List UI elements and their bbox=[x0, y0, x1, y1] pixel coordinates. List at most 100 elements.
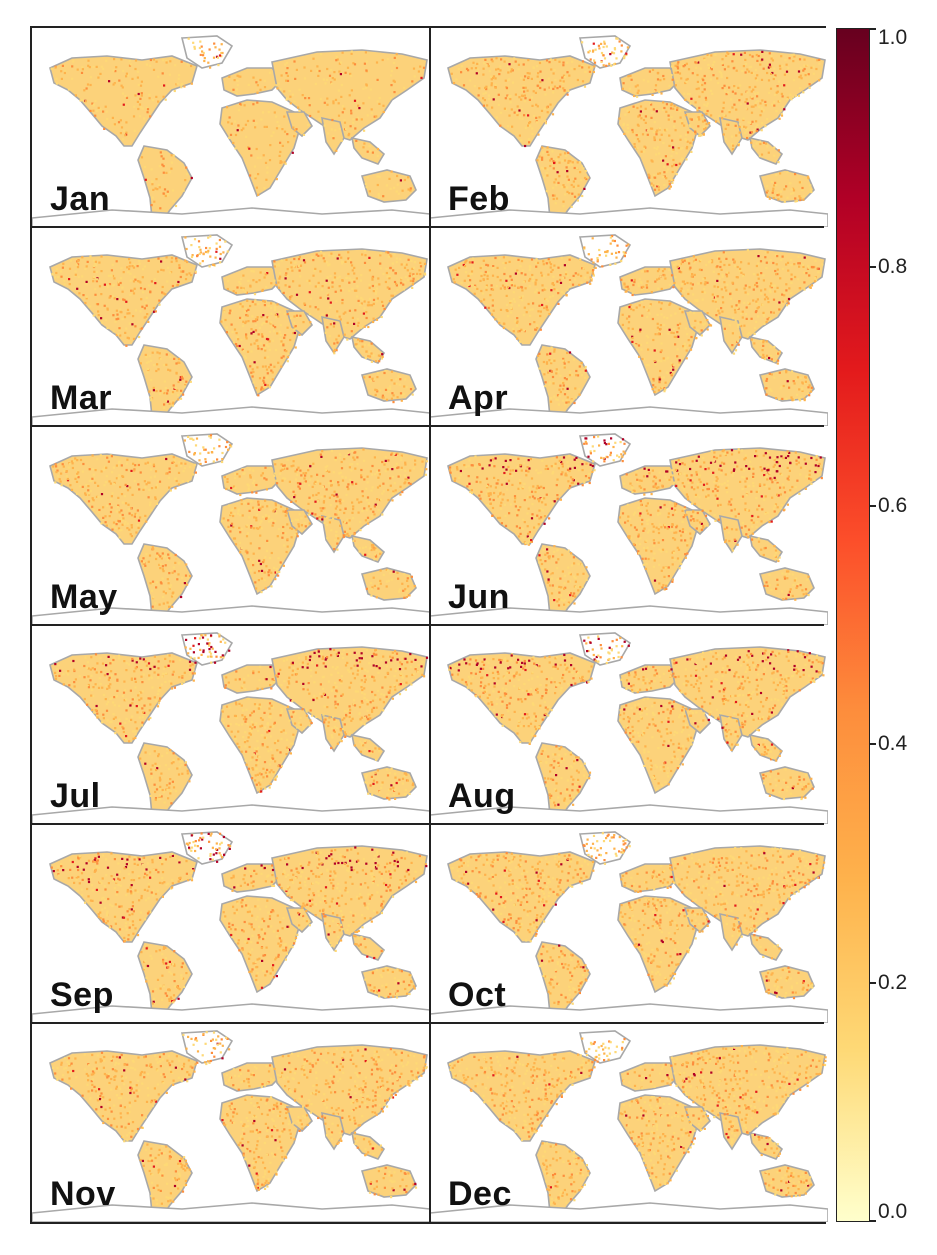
landmass-asia bbox=[669, 845, 826, 937]
panel-divider-horizontal bbox=[32, 425, 824, 427]
landmass-antarctica bbox=[32, 605, 430, 625]
colorbar-tick bbox=[870, 982, 876, 985]
landmass-greenland bbox=[578, 35, 632, 69]
month-label: Oct bbox=[448, 976, 507, 1014]
colorbar-tick bbox=[870, 504, 876, 507]
landmass-europe bbox=[619, 1062, 682, 1092]
month-label: Jan bbox=[50, 180, 111, 218]
landmass-india bbox=[321, 514, 345, 554]
landmass-antarctica bbox=[430, 605, 828, 625]
landmass-africa bbox=[219, 696, 301, 795]
map-panel-oct: Oct bbox=[430, 824, 828, 1023]
landmass-arabia bbox=[285, 310, 313, 337]
landmass-australia bbox=[758, 368, 815, 402]
world-map-sep bbox=[32, 831, 430, 1023]
month-label: Feb bbox=[448, 180, 510, 218]
map-panel-sep: Sep bbox=[32, 824, 430, 1023]
landmass-india bbox=[719, 315, 743, 355]
landmass-asia bbox=[271, 845, 428, 937]
colorbar-tick bbox=[870, 1220, 876, 1222]
world-map-apr bbox=[430, 234, 828, 426]
map-panel-jun: Jun bbox=[430, 426, 828, 625]
panel-divider-horizontal bbox=[32, 624, 824, 626]
landmass-antarctica bbox=[430, 1202, 828, 1222]
landmass-seAsia bbox=[350, 534, 386, 563]
landmass-europe bbox=[221, 465, 284, 495]
month-label: Aug bbox=[448, 777, 516, 815]
landmass-australia bbox=[360, 766, 417, 800]
month-label: Mar bbox=[50, 379, 112, 417]
colorbar-tick-label: 0.8 bbox=[878, 254, 908, 278]
landmass-europe bbox=[619, 465, 682, 495]
landmass-seAsia bbox=[748, 932, 784, 961]
landmass-seAsia bbox=[748, 136, 784, 165]
landmass-northAmerica bbox=[447, 453, 596, 545]
colorbar-tick-label: 0.2 bbox=[878, 971, 908, 995]
monthly-maps-grid: Jan Feb Mar Apr May Jun Jul Aug Sep Oct Nov Dec bbox=[30, 26, 828, 1224]
landmass-africa bbox=[617, 497, 699, 596]
landmass-india bbox=[719, 1111, 743, 1151]
landmass-antarctica bbox=[32, 804, 430, 824]
landmass-india bbox=[321, 912, 345, 952]
landmass-antarctica bbox=[430, 804, 828, 824]
panel-divider-horizontal bbox=[32, 226, 824, 228]
world-map-jul bbox=[32, 632, 430, 824]
landmass-seAsia bbox=[350, 1131, 386, 1160]
landmass-asia bbox=[669, 646, 826, 738]
month-label: Jun bbox=[448, 578, 510, 616]
colorbar-tick bbox=[870, 743, 876, 746]
landmass-greenland bbox=[180, 35, 234, 69]
world-map-nov bbox=[32, 1030, 430, 1222]
landmass-seAsia bbox=[350, 932, 386, 961]
month-label: Jul bbox=[50, 777, 101, 815]
landmass-northAmerica bbox=[447, 1050, 596, 1142]
map-panel-jan: Jan bbox=[32, 28, 430, 227]
colorbar bbox=[836, 28, 870, 1222]
landmass-northAmerica bbox=[447, 55, 596, 147]
landmass-india bbox=[719, 514, 743, 554]
month-label: May bbox=[50, 578, 118, 616]
colorbar-tick bbox=[870, 28, 876, 30]
landmass-arabia bbox=[683, 907, 711, 934]
colorbar-tick-label: 0.0 bbox=[878, 1200, 908, 1223]
panel-divider-horizontal bbox=[32, 823, 824, 825]
world-map-feb bbox=[430, 35, 828, 227]
map-panel-may: May bbox=[32, 426, 430, 625]
colorbar-tick-label: 1.0 bbox=[878, 26, 908, 49]
colorbar-tick bbox=[870, 265, 876, 268]
landmass-arabia bbox=[285, 111, 313, 138]
world-map-may bbox=[32, 433, 430, 625]
landmass-seAsia bbox=[350, 335, 386, 364]
landmass-northAmerica bbox=[49, 453, 198, 545]
landmass-india bbox=[321, 315, 345, 355]
world-map-mar bbox=[32, 234, 430, 426]
landmass-antarctica bbox=[430, 1003, 828, 1023]
landmass-antarctica bbox=[32, 207, 430, 227]
panel-divider-horizontal bbox=[32, 1022, 824, 1024]
world-map-dec bbox=[430, 1030, 828, 1222]
month-label: Dec bbox=[448, 1175, 512, 1213]
landmass-antarctica bbox=[32, 1003, 430, 1023]
map-panel-dec: Dec bbox=[430, 1023, 828, 1222]
landmass-northAmerica bbox=[49, 55, 198, 147]
landmass-antarctica bbox=[430, 207, 828, 227]
landmass-africa bbox=[219, 895, 301, 994]
map-panel-jul: Jul bbox=[32, 625, 430, 824]
month-label: Apr bbox=[448, 379, 509, 417]
landmass-arabia bbox=[285, 708, 313, 735]
landmass-seAsia bbox=[748, 335, 784, 364]
map-panel-nov: Nov bbox=[32, 1023, 430, 1222]
month-label: Sep bbox=[50, 976, 114, 1014]
landmass-australia bbox=[360, 368, 417, 402]
landmass-northAmerica bbox=[49, 652, 198, 744]
landmass-antarctica bbox=[430, 406, 828, 426]
landmass-asia bbox=[271, 447, 428, 539]
landmass-africa bbox=[219, 497, 301, 596]
world-map-aug bbox=[430, 632, 828, 824]
colorbar-ticks: 0.0 0.2 0.4 0.6 0.8 1.0 bbox=[870, 26, 937, 1223]
colorbar-tick-label: 0.4 bbox=[878, 732, 908, 756]
landmass-australia bbox=[758, 1164, 815, 1198]
landmass-africa bbox=[617, 298, 699, 397]
world-map-jan bbox=[32, 35, 430, 227]
landmass-greenland bbox=[180, 632, 234, 666]
